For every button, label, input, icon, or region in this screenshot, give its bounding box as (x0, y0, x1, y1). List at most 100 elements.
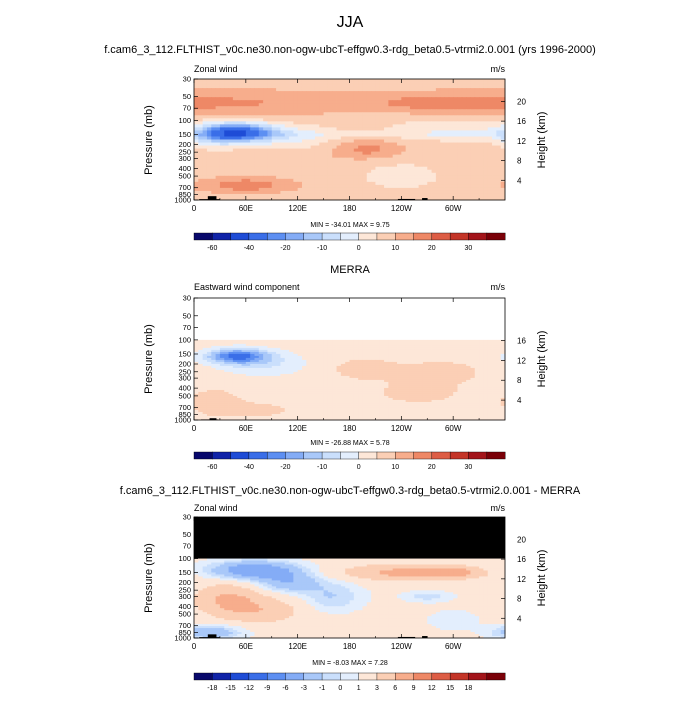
field-cell (350, 182, 355, 185)
field-cell (328, 140, 333, 143)
field-cell (237, 136, 242, 139)
field-cell (341, 112, 346, 115)
field-cell (388, 182, 393, 185)
field-cell (380, 188, 385, 191)
field-cell (237, 164, 242, 167)
field-cell (285, 88, 290, 91)
field-cell (354, 94, 359, 97)
field-cell (341, 167, 346, 170)
field-cell (350, 173, 355, 176)
field-cell (259, 103, 264, 106)
field-cell (488, 140, 493, 143)
field-cell (302, 146, 307, 149)
field-cell (350, 140, 355, 143)
field-cell (362, 182, 367, 185)
field-cell (306, 85, 311, 88)
field-cell (362, 127, 367, 130)
field-cell (203, 118, 208, 121)
field-cell (423, 167, 428, 170)
field-cell (393, 161, 398, 164)
field-cell (406, 103, 411, 106)
field-cell (229, 115, 234, 118)
field-cell (306, 140, 311, 143)
field-cell (237, 91, 242, 94)
field-cell (207, 136, 212, 139)
field-cell (488, 94, 493, 97)
field-cell (488, 146, 493, 149)
field-cell (462, 121, 467, 124)
field-cell (211, 100, 216, 103)
field-cell (380, 136, 385, 139)
field-cell (457, 85, 462, 88)
field-cell (423, 173, 428, 176)
field-cell (401, 91, 406, 94)
field-cell (220, 124, 225, 127)
field-cell (285, 106, 290, 109)
field-cell (419, 191, 424, 194)
field-cell (319, 85, 324, 88)
field-cell (380, 118, 385, 121)
field-cell (242, 115, 247, 118)
field-cell (224, 103, 229, 106)
field-cell (380, 152, 385, 155)
field-cell (445, 188, 450, 191)
field-cell (496, 106, 501, 109)
field-cell (436, 91, 441, 94)
field-cell (414, 100, 419, 103)
field-cell (246, 121, 251, 124)
field-cell (302, 194, 307, 197)
field-cell (414, 121, 419, 124)
field-cell (410, 182, 415, 185)
field-cell (233, 109, 238, 112)
field-cell (285, 94, 290, 97)
field-cell (419, 91, 424, 94)
panel-model: f.cam6_3_112.FLTHIST_v0c.ne30.non-ogw-ub… (104, 44, 596, 252)
field-cell (483, 194, 488, 197)
field-cell (306, 179, 311, 182)
field-cell (224, 121, 229, 124)
field-cell (298, 115, 303, 118)
field-cell (229, 97, 234, 100)
field-cell (302, 106, 307, 109)
field-cell (319, 146, 324, 149)
field-cell (362, 173, 367, 176)
field-cell (406, 136, 411, 139)
field-cell (242, 91, 247, 94)
field-cell (479, 182, 484, 185)
field-cell (449, 97, 454, 100)
field-cell (203, 143, 208, 146)
field-cell (427, 194, 432, 197)
field-cell (380, 88, 385, 91)
field-cell (410, 130, 415, 133)
field-cell (488, 191, 493, 194)
field-cell (276, 167, 281, 170)
field-cell (354, 121, 359, 124)
field-cell (276, 176, 281, 179)
field-cell (324, 158, 329, 161)
field-cell (427, 185, 432, 188)
field-cell (470, 100, 475, 103)
field-cell (362, 115, 367, 118)
field-cell (358, 88, 363, 91)
field-cell (254, 112, 259, 115)
field-cell (203, 103, 208, 106)
field-cell (449, 91, 454, 94)
field-cell (289, 176, 294, 179)
field-cell (332, 194, 337, 197)
field-cell (496, 194, 501, 197)
field-cell (375, 176, 380, 179)
field-cell (449, 158, 454, 161)
field-cell (384, 85, 389, 88)
field-cell (311, 88, 316, 91)
field-cell (423, 146, 428, 149)
field-cell (306, 88, 311, 91)
field-cell (350, 94, 355, 97)
field-cell (341, 91, 346, 94)
field-cell (427, 173, 432, 176)
field-cell (285, 173, 290, 176)
panel-variable-label: Zonal wind (194, 64, 238, 74)
field-cell (306, 112, 311, 115)
field-cell (457, 182, 462, 185)
field-cell (289, 161, 294, 164)
field-cell (254, 182, 259, 185)
